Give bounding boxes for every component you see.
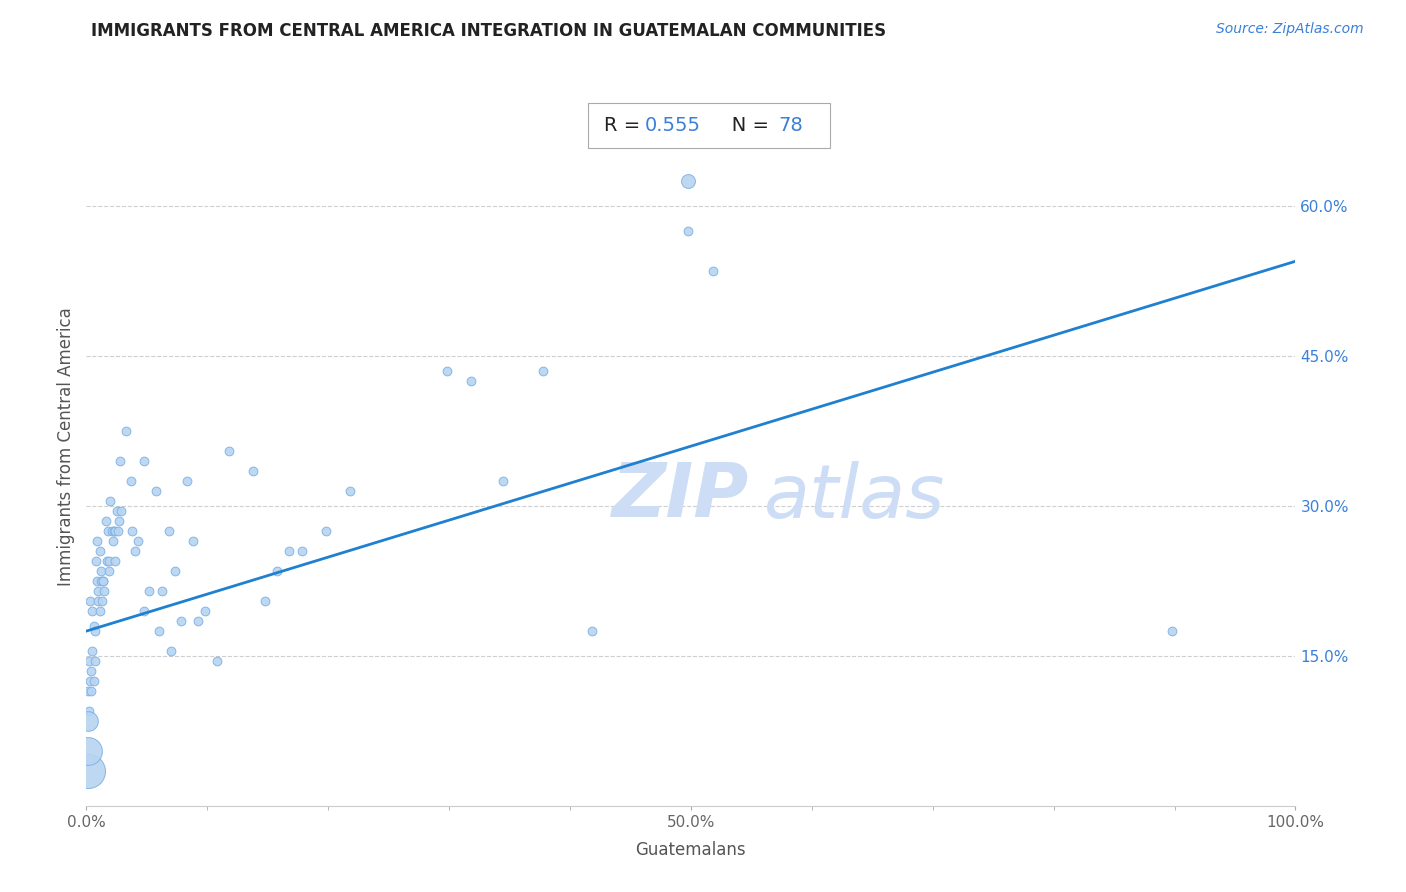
Point [80,684,103,698]
Point [678,174,700,188]
Point [531,364,554,378]
Point [194,604,217,618]
Point [84,554,107,568]
Point [76,714,98,728]
Point [110,504,132,518]
Point [86,534,108,549]
Point [77,704,100,718]
Text: R =: R = [603,116,647,135]
Point [160,644,183,658]
Point [134,454,156,468]
Point [124,544,146,558]
Point [93,584,115,599]
Point [97,524,120,538]
Point [108,514,131,528]
Point [100,494,122,508]
Point [315,524,337,538]
Point [218,444,240,458]
Point [148,624,170,639]
Point [101,534,124,549]
Point [90,564,112,578]
Point [91,574,114,588]
Point [89,604,111,618]
Point [581,624,603,639]
Point [152,584,174,599]
Point [205,654,228,668]
Point [145,484,167,499]
Point [127,534,149,549]
Point [290,544,312,558]
Point [115,424,138,438]
Point [266,564,288,578]
Point [134,604,156,618]
Point [79,674,101,689]
Point [82,644,104,658]
Point [105,504,128,518]
Point [87,584,110,599]
Point [242,464,264,478]
Point [76,684,98,698]
Point [96,554,118,568]
Point [163,564,186,578]
Point [86,574,108,588]
Y-axis label: Immigrants from Central America: Immigrants from Central America [58,307,75,585]
Point [94,514,117,528]
Point [104,524,127,538]
Point [1161,624,1184,639]
Point [100,524,122,538]
Text: IMMIGRANTS FROM CENTRAL AMERICA INTEGRATION IN GUATEMALAN COMMUNITIES: IMMIGRANTS FROM CENTRAL AMERICA INTEGRAT… [91,22,887,40]
Text: ZIP: ZIP [612,460,749,533]
Point [76,744,98,758]
Text: 78: 78 [778,116,803,135]
Point [678,224,700,238]
Point [492,474,515,488]
Point [436,364,458,378]
Point [98,554,121,568]
Point [186,614,208,628]
Point [460,374,482,388]
Point [107,524,129,538]
Point [77,654,100,668]
Point [181,534,204,549]
Point [83,624,105,639]
FancyBboxPatch shape [588,103,830,147]
Text: Source: ZipAtlas.com: Source: ZipAtlas.com [1216,22,1364,37]
Point [91,574,114,588]
X-axis label: Guatemalans: Guatemalans [636,841,747,859]
Point [339,484,361,499]
Point [91,594,114,608]
Point [87,594,110,608]
Text: N =: N = [713,116,775,135]
Point [98,564,121,578]
Point [83,619,105,633]
Point [108,454,131,468]
Point [76,764,98,778]
Point [278,544,301,558]
Point [120,474,142,488]
Point [79,594,101,608]
Point [103,524,125,538]
Point [82,604,104,618]
Point [254,594,277,608]
Point [169,614,191,628]
Point [176,474,198,488]
Text: atlas: atlas [763,460,945,533]
Text: 0.555: 0.555 [645,116,702,135]
Point [80,664,103,678]
Point [104,554,127,568]
Point [83,654,105,668]
Point [89,544,111,558]
Point [90,574,112,588]
Point [138,584,160,599]
Point [702,264,724,278]
Point [83,674,105,689]
Point [121,524,143,538]
Point [157,524,180,538]
